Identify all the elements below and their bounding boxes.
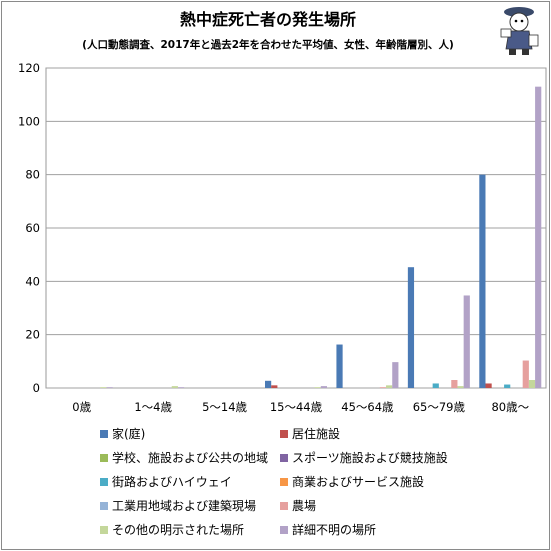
x-tick-label: 5〜14歳 bbox=[202, 400, 247, 414]
bar bbox=[271, 385, 278, 388]
bar bbox=[392, 362, 399, 388]
bar bbox=[451, 380, 458, 388]
x-tick-label: 80歳〜 bbox=[491, 400, 529, 414]
legend-label: 詳細不明の場所 bbox=[292, 522, 376, 537]
legend-label: 学校、施設および公共の地域 bbox=[112, 450, 268, 465]
legend-swatch bbox=[280, 478, 288, 486]
bar bbox=[535, 86, 542, 389]
legend-label: 農場 bbox=[292, 499, 316, 513]
y-tick-label: 120 bbox=[18, 61, 40, 75]
reporter-character-icon bbox=[500, 7, 539, 55]
legend-label: 商業およびサービス施設 bbox=[292, 474, 424, 489]
x-tick-label: 65〜79歳 bbox=[413, 400, 466, 414]
bar bbox=[100, 387, 107, 388]
plot-area: 0 20 40 60 80 100 120 0歳 1〜4歳 5〜14歳 15〜44歳 45〜64歳 65… bbox=[18, 61, 547, 414]
y-tick-label: 100 bbox=[18, 114, 40, 128]
y-tick-label: 20 bbox=[25, 328, 40, 342]
legend-swatch bbox=[100, 478, 108, 486]
chart-title: 熱中症死亡者の発生場所 bbox=[180, 10, 356, 29]
bar bbox=[320, 386, 327, 388]
bar bbox=[504, 384, 511, 388]
bar bbox=[314, 387, 321, 388]
bar bbox=[177, 387, 185, 388]
legend-swatch bbox=[100, 502, 108, 510]
legend-swatch bbox=[280, 502, 288, 510]
legend-label: その他の明示された場所 bbox=[112, 523, 244, 537]
legend-label: 居住施設 bbox=[292, 426, 340, 441]
legend-swatch bbox=[280, 526, 288, 534]
x-tick-label: 15〜44歳 bbox=[270, 400, 323, 414]
x-tick-label: 0歳 bbox=[72, 400, 91, 414]
bar bbox=[463, 295, 470, 388]
legend-swatch bbox=[100, 526, 108, 534]
y-tick-label: 80 bbox=[25, 168, 40, 182]
bar bbox=[432, 383, 439, 388]
legend-label: 家(庭) bbox=[112, 426, 145, 441]
y-tick-label: 60 bbox=[25, 221, 40, 235]
bar bbox=[407, 267, 415, 388]
bar bbox=[522, 360, 529, 388]
y-tick-label: 40 bbox=[25, 274, 40, 288]
bar bbox=[171, 386, 178, 388]
chart-subtitle: (人口動態調査、2017年と過去2年を合わせた平均値、女性、年齢階層別、人) bbox=[82, 38, 454, 51]
y-tick-label: 0 bbox=[33, 381, 40, 395]
bar bbox=[485, 383, 492, 388]
bar bbox=[265, 380, 272, 388]
legend-label: 街路およびハイウェイ bbox=[112, 474, 232, 489]
bar bbox=[336, 344, 343, 388]
bar bbox=[106, 387, 113, 388]
legend-label: 工業用地域および建築現場 bbox=[112, 498, 256, 513]
legend-swatch bbox=[280, 454, 288, 462]
bar bbox=[479, 174, 486, 388]
legend-swatch bbox=[100, 454, 108, 462]
bar bbox=[379, 387, 387, 388]
bar bbox=[528, 380, 536, 388]
legend-swatch bbox=[280, 430, 288, 438]
legend-label: スポーツ施設および競技施設 bbox=[292, 450, 448, 465]
x-tick-label: 1〜4歳 bbox=[134, 400, 172, 414]
bar bbox=[457, 386, 464, 388]
x-tick-label: 45〜64歳 bbox=[341, 400, 394, 414]
bar bbox=[386, 385, 393, 388]
legend-swatch bbox=[100, 430, 108, 438]
